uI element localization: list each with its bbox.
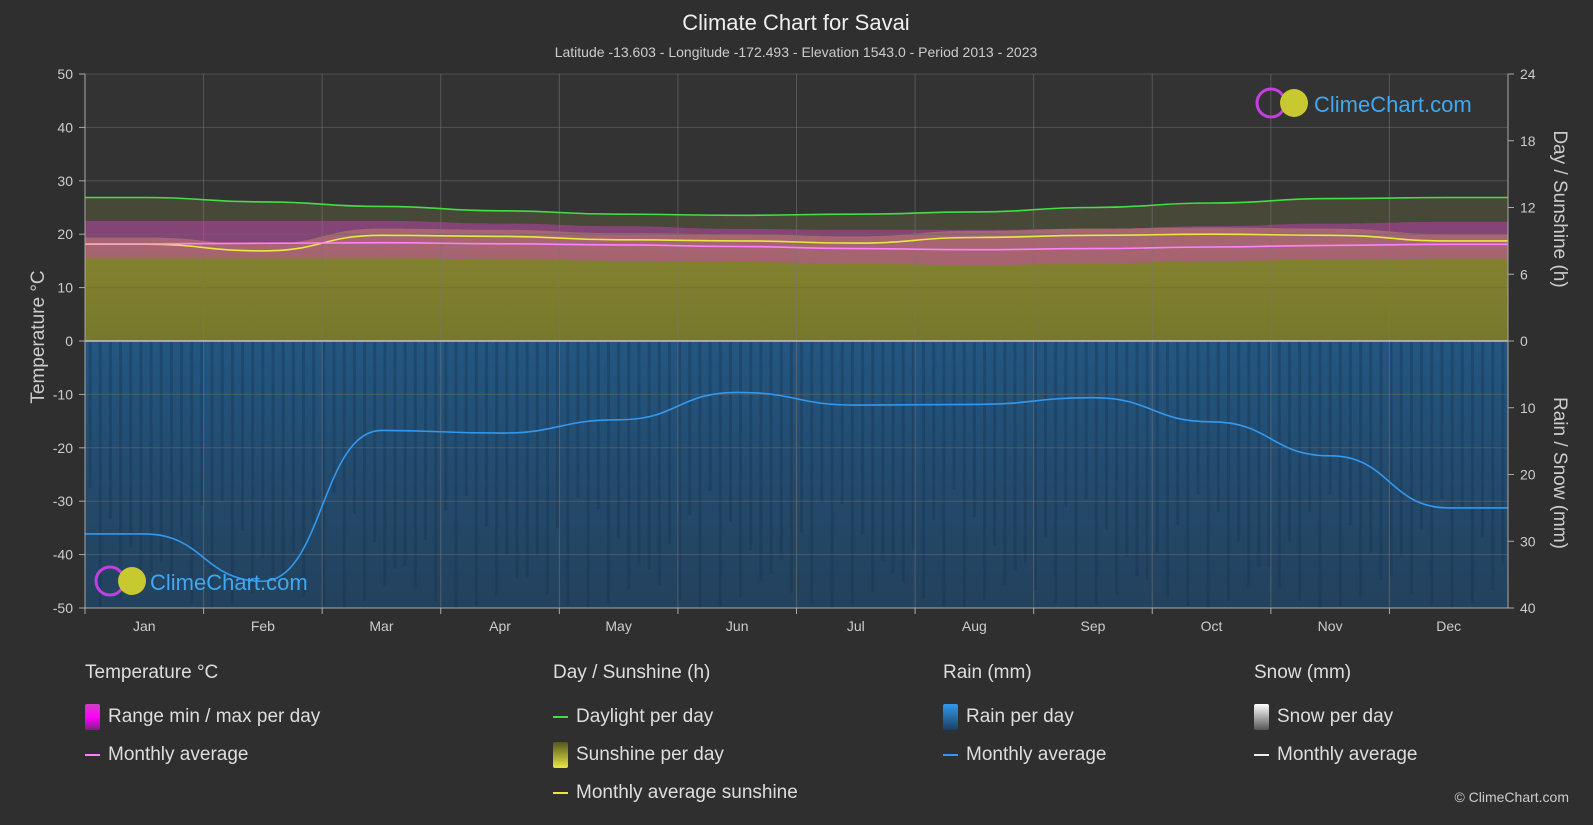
left-tick-label: -20 — [53, 440, 73, 456]
logo-text-bottom: ClimeChart.com — [150, 570, 308, 595]
legend-rain: Rain (mm) Rain per day Monthly average — [943, 662, 1106, 774]
legend-sunshine: Day / Sunshine (h) Daylight per day Suns… — [553, 662, 798, 812]
chart-title: Climate Chart for Savai — [682, 10, 909, 35]
rain-avg-swatch — [943, 754, 958, 756]
legend-heading-rain: Rain (mm) — [943, 662, 1032, 683]
axes: 50 40 30 20 10 0 -10 -20 -30 -40 -50 24 18 12 6 0 10 20 30… — [53, 66, 1536, 634]
legend-item-rain-avg: Monthly average — [943, 736, 1106, 774]
month-tick-label: Feb — [251, 618, 275, 634]
month-tick-label: Mar — [369, 618, 393, 634]
temp-avg-swatch — [85, 754, 100, 756]
sunshine-swatch — [553, 742, 568, 768]
temp-range-swatch — [85, 704, 100, 730]
left-tick-label: 40 — [57, 119, 73, 135]
right-tick-label-sunshine: 18 — [1520, 133, 1536, 149]
legend-item-sunshine-avg: Monthly average sunshine — [553, 774, 798, 812]
right-tick-label-sunshine: 24 — [1520, 66, 1536, 82]
sunshine-avg-swatch — [553, 792, 568, 794]
right-tick-label-rain: 20 — [1520, 467, 1536, 483]
series-lines — [84, 196, 1508, 583]
legend-item-temp-avg: Monthly average — [85, 736, 320, 774]
logo-top: ClimeChart.com — [1255, 87, 1472, 119]
left-tick-label: 0 — [65, 333, 73, 349]
left-tick-label: 50 — [57, 66, 73, 82]
daylight-swatch — [553, 716, 568, 718]
right-tick-label-sunshine: 12 — [1520, 200, 1536, 216]
legend-item-label: Range min / max per day — [108, 706, 321, 727]
legend-item-snow: Snow per day — [1254, 698, 1417, 736]
logo-sun-icon — [118, 567, 146, 595]
right-tick-label-sunshine: 6 — [1520, 266, 1528, 282]
month-tick-label: Aug — [962, 618, 987, 634]
legend-temperature: Temperature °C Range min / max per day M… — [85, 662, 320, 774]
legend-heading-sunshine: Day / Sunshine (h) — [553, 662, 711, 683]
month-tick-label: May — [605, 618, 631, 634]
legend-item-label: Daylight per day — [576, 706, 714, 727]
left-tick-label: 30 — [57, 173, 73, 189]
month-tick-label: Sep — [1080, 618, 1105, 634]
month-tick-label: Jun — [726, 618, 749, 634]
copyright: © ClimeChart.com — [1454, 789, 1569, 805]
right-axis-title-rain: Rain / Snow (mm) — [1549, 397, 1570, 549]
climate-chart: Climate Chart for Savai Latitude -13.603… — [28, 10, 1570, 634]
logo-text-top: ClimeChart.com — [1314, 92, 1472, 117]
right-tick-label-rain: 40 — [1520, 600, 1536, 616]
snow-swatch — [1254, 704, 1269, 730]
right-axis-title-sunshine: Day / Sunshine (h) — [1549, 130, 1570, 287]
month-tick-label: Jan — [133, 618, 156, 634]
month-tick-label: Oct — [1201, 618, 1223, 634]
legend-item-label: Monthly average — [108, 744, 249, 765]
legend-item-label: Monthly average — [1277, 744, 1418, 765]
right-tick-label-rain: 10 — [1520, 400, 1536, 416]
month-tick-label: Apr — [489, 618, 511, 634]
legend-snow: Snow (mm) Snow per day Monthly average — [1254, 662, 1417, 774]
month-tick-label: Dec — [1436, 618, 1461, 634]
legend-item-sunshine: Sunshine per day — [553, 736, 798, 774]
right-tick-label-rain: 30 — [1520, 533, 1536, 549]
legend-item-rain: Rain per day — [943, 698, 1106, 736]
legend-item-label: Rain per day — [966, 706, 1074, 727]
left-tick-label: -50 — [53, 600, 73, 616]
logo-bottom: ClimeChart.com — [94, 565, 308, 597]
legend-heading-temperature: Temperature °C — [85, 662, 219, 683]
temperature-avg-line — [85, 241, 1508, 251]
left-axis-title: Temperature °C — [28, 270, 49, 403]
left-tick-label: -10 — [53, 386, 73, 402]
logo-sun-icon — [1280, 89, 1308, 117]
right-tick-label-sunshine: 0 — [1520, 333, 1528, 349]
left-tick-label: 10 — [57, 280, 73, 296]
snow-avg-swatch — [1254, 754, 1269, 756]
month-tick-label: Nov — [1318, 618, 1343, 634]
legend-item-label: Snow per day — [1277, 706, 1394, 727]
left-tick-label: -40 — [53, 547, 73, 563]
sunshine-avg-line — [85, 233, 1508, 252]
legend-item-temp-range: Range min / max per day — [85, 698, 320, 736]
rain-avg-line — [84, 391, 1508, 583]
legend-item-snow-avg: Monthly average — [1254, 736, 1417, 774]
legend: Temperature °C Range min / max per day M… — [0, 662, 1593, 822]
legend-heading-snow: Snow (mm) — [1254, 662, 1352, 683]
legend-item-daylight: Daylight per day — [553, 698, 798, 736]
daylight-line — [84, 196, 1508, 217]
left-tick-label: 20 — [57, 226, 73, 242]
legend-item-label: Monthly average sunshine — [576, 782, 798, 803]
rain-swatch — [943, 704, 958, 730]
left-tick-label: -30 — [53, 493, 73, 509]
legend-item-label: Sunshine per day — [576, 744, 724, 765]
month-tick-label: Jul — [847, 618, 865, 634]
chart-subtitle: Latitude -13.603 - Longitude -172.493 - … — [555, 44, 1038, 60]
legend-item-label: Monthly average — [966, 744, 1107, 765]
